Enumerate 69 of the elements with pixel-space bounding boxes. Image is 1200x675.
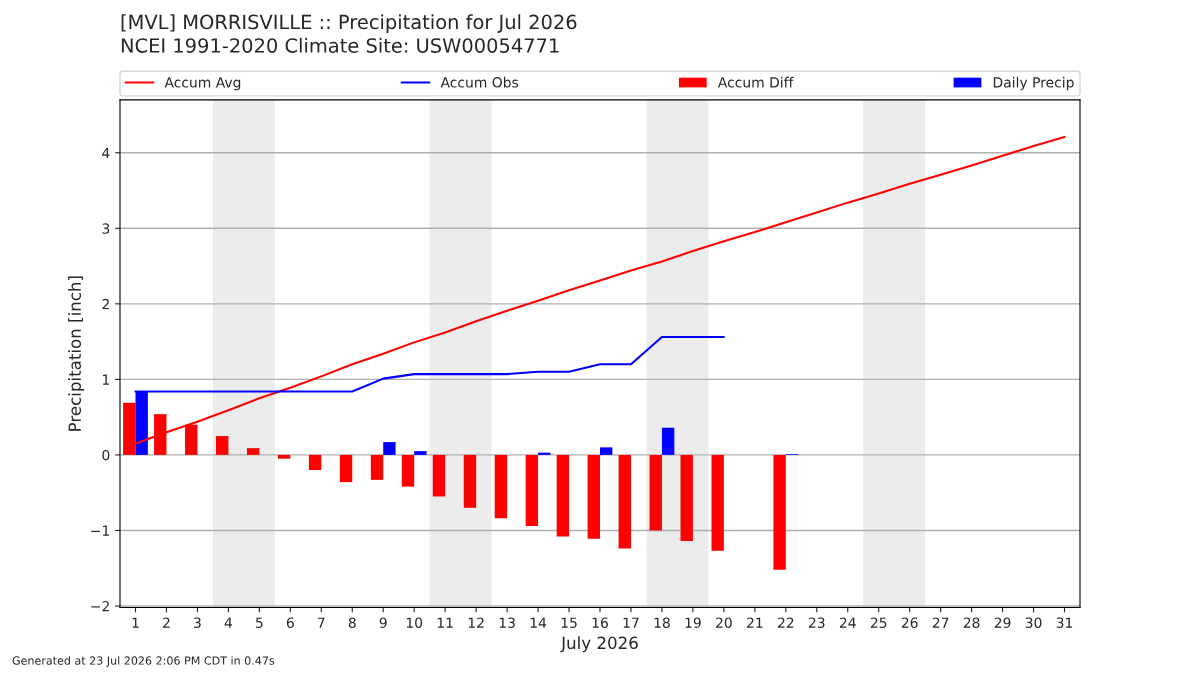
bar bbox=[370, 454, 384, 480]
bar bbox=[432, 454, 446, 497]
bar bbox=[494, 454, 508, 519]
y-tick-label: 0 bbox=[102, 449, 110, 461]
x-axis-title: July 2026 bbox=[560, 636, 638, 653]
bar bbox=[618, 454, 631, 549]
y-tick-label: 1 bbox=[102, 374, 109, 385]
x-tick-label: 19 bbox=[685, 617, 701, 628]
x-tick-label: 26 bbox=[901, 617, 918, 628]
x-tick-label: 12 bbox=[468, 617, 484, 628]
legend-label: Accum Obs bbox=[440, 76, 519, 88]
bar bbox=[414, 451, 427, 455]
y-tick-label: 2 bbox=[102, 298, 109, 310]
x-tick-label: 5 bbox=[256, 617, 263, 628]
x-tick-label: 17 bbox=[623, 617, 639, 628]
x-tick-label: 9 bbox=[379, 617, 387, 628]
legend-label: Daily Precip bbox=[993, 76, 1074, 91]
bar bbox=[463, 454, 477, 508]
x-tick-label: 29 bbox=[994, 617, 1011, 628]
bar bbox=[401, 454, 415, 487]
y-axis-title: Precipitation [inch] bbox=[68, 276, 85, 431]
bar bbox=[339, 454, 353, 483]
x-tick-label: 11 bbox=[437, 617, 453, 628]
y-tick-label: −2 bbox=[91, 600, 109, 612]
bar bbox=[216, 436, 229, 455]
x-tick-label: 23 bbox=[808, 617, 825, 628]
x-tick-label: 7 bbox=[318, 617, 325, 628]
x-tick-label: 16 bbox=[592, 617, 608, 628]
bar bbox=[525, 454, 539, 526]
x-tick-label: 25 bbox=[870, 617, 887, 628]
x-tick-label: 14 bbox=[530, 617, 547, 628]
bar bbox=[277, 454, 291, 459]
x-tick-label: 24 bbox=[839, 617, 856, 628]
x-tick-label: 31 bbox=[1056, 617, 1073, 628]
x-tick-label: 20 bbox=[716, 617, 732, 628]
bar bbox=[711, 454, 724, 551]
bar bbox=[649, 454, 662, 531]
legend-label: Accum Avg bbox=[164, 77, 241, 91]
bar bbox=[773, 454, 786, 570]
x-tick-label: 8 bbox=[348, 617, 356, 628]
x-tick-label: 1 bbox=[132, 617, 139, 628]
x-tick-label: 6 bbox=[286, 617, 294, 628]
x-tick-label: 21 bbox=[747, 617, 763, 628]
bar bbox=[308, 454, 322, 471]
chart-title: [MVL] MORRISVILLE :: Precipitation for Jul 2026 bbox=[121, 14, 577, 34]
legend-label: Accum Diff bbox=[717, 76, 794, 88]
x-tick-label: 22 bbox=[777, 617, 794, 628]
bar bbox=[600, 447, 613, 455]
bar bbox=[680, 454, 693, 542]
x-tick-label: 2 bbox=[163, 617, 170, 628]
x-tick-label: 4 bbox=[224, 617, 233, 628]
x-tick-label: 15 bbox=[561, 617, 577, 628]
bar bbox=[556, 454, 570, 537]
x-tick-label: 3 bbox=[194, 617, 201, 628]
chart-subtitle: NCEI 1991-2020 Climate Site: USW00054771 bbox=[121, 37, 559, 53]
y-tick-label: −1 bbox=[91, 525, 109, 536]
x-tick-label: 10 bbox=[406, 617, 423, 628]
x-tick-label: 28 bbox=[963, 617, 980, 628]
x-tick-label: 30 bbox=[1025, 617, 1042, 628]
bar bbox=[246, 448, 260, 455]
bar bbox=[383, 442, 396, 455]
y-tick-label: 3 bbox=[102, 223, 110, 234]
text: Generated at 23 Jul 2026 2:06 PM CDT in 0.47s bbox=[12, 656, 275, 667]
bar bbox=[661, 427, 675, 455]
x-tick-label: 13 bbox=[499, 617, 515, 628]
bar bbox=[587, 454, 600, 539]
x-tick-label: 27 bbox=[932, 617, 949, 628]
x-tick-label: 18 bbox=[654, 617, 670, 628]
y-tick-label: 4 bbox=[102, 147, 110, 159]
